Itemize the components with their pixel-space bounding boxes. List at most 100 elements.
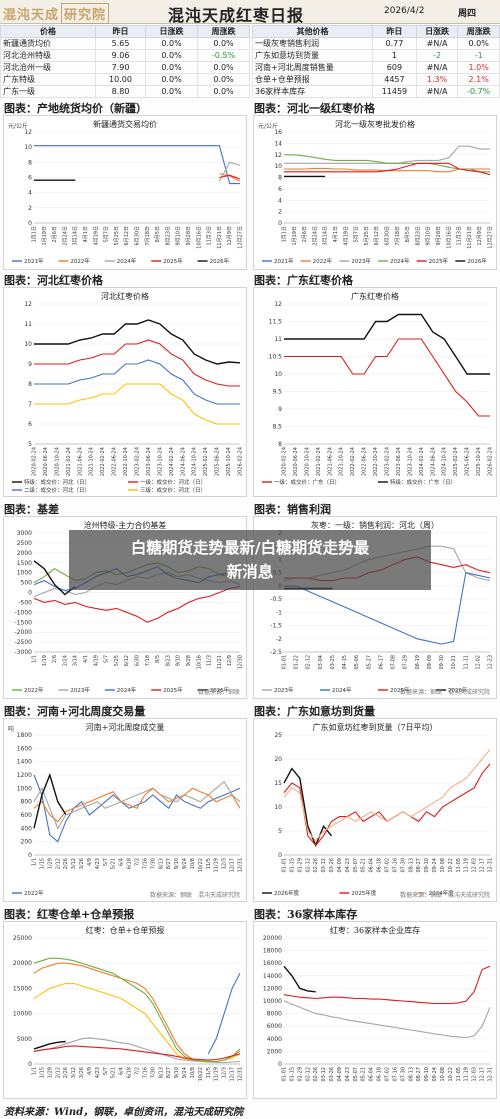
legend-label: 2023年 xyxy=(70,686,90,694)
x-tick-label: 5/7 xyxy=(103,858,109,866)
x-tick-label: 8月23日 xyxy=(165,226,171,246)
y-tick-label: 5 xyxy=(278,828,282,835)
section-title-6: 图表：销售利润 xyxy=(254,503,331,516)
table-cell: 8.80 xyxy=(94,85,147,98)
x-tick-label: 11/5 xyxy=(206,1067,212,1078)
legend-label: 2025年 xyxy=(390,686,410,694)
x-tick-label: 11/19 xyxy=(214,1067,220,1081)
y-tick-label: 10 xyxy=(24,341,32,348)
x-tick-label: 2/26 xyxy=(63,1067,69,1078)
y-tick-label: 16 xyxy=(274,129,282,136)
x-tick-label: 10-22 xyxy=(448,858,454,873)
legend-label: 2024年 xyxy=(117,686,137,694)
series-line xyxy=(283,965,491,1005)
x-tick-label: 2023-10-24 xyxy=(157,447,163,476)
y-tick-label: 0 xyxy=(278,220,282,227)
y-tick-label: 7 xyxy=(28,401,32,408)
series-line xyxy=(33,787,241,823)
table-cell: 河北沧州一级 xyxy=(0,61,96,74)
y-tick-label: 14000 xyxy=(263,973,282,980)
y-tick-label: 12000 xyxy=(263,985,282,992)
x-tick-label: 12/31 xyxy=(238,1067,244,1081)
x-tick-label: 02-26 xyxy=(313,1067,319,1082)
x-tick-label: 8/13 xyxy=(158,1067,164,1078)
y-tick-label: 16000 xyxy=(263,960,282,967)
x-tick-label: 04-09 xyxy=(337,1067,343,1082)
y-tick-label: 12 xyxy=(24,301,32,308)
chart-title: 河南+河北周度成交量 xyxy=(85,723,165,732)
x-tick-label: 3/26 xyxy=(79,1067,85,1078)
x-tick-label: 1/1 xyxy=(32,655,38,663)
y-tick-label: 10000 xyxy=(263,998,282,1005)
y-tick-label: 800 xyxy=(21,799,33,806)
x-tick-label: 2022-06-24 xyxy=(112,447,118,476)
table-header-row: 价格 昨日 日涨跌 周涨跌 xyxy=(0,25,250,38)
y-tick-label: 10.5 xyxy=(269,354,283,361)
y-tick-label: -2.5 xyxy=(270,649,282,656)
x-tick-label: 08-13 xyxy=(408,1067,414,1082)
x-tick-label: 01-29 xyxy=(297,1067,303,1082)
x-tick-label: 03-12 xyxy=(321,858,327,873)
y-tick-label: 10 xyxy=(274,371,282,378)
x-tick-label: 11-19 xyxy=(464,1067,470,1082)
x-tick-label: 12月9日 xyxy=(477,226,483,246)
chart-title: 广东红枣价格 xyxy=(351,292,399,301)
y-axis-label: 元/公斤 xyxy=(258,122,278,130)
x-tick-label: 02-12 xyxy=(305,1067,311,1082)
table-cell: 0.0% xyxy=(197,73,250,86)
chart-title: 河北红枣价格 xyxy=(101,292,149,301)
x-tick-label: 6月12日 xyxy=(124,226,130,246)
y-tick-label: -0.5 xyxy=(270,596,282,603)
series-line xyxy=(283,763,491,847)
x-tick-label: 01-01 xyxy=(282,1067,288,1082)
x-tick-label: 2020-02-24 xyxy=(32,447,38,476)
legend-label: 三级：成交价：河北（日） xyxy=(140,486,206,494)
brand-logo: 混沌天成 研究院 xyxy=(3,3,113,24)
chart-svg: 元/公斤 0 2 4 6 8 10 12 1月1日 1月19日 2月6日 2月24日 3月14日 4月1日… xyxy=(8,122,244,265)
x-tick-label: 7月18日 xyxy=(395,226,401,246)
series-line xyxy=(284,572,491,645)
x-tick-label: 6/30 xyxy=(135,655,141,666)
x-tick-label: 9月10日 xyxy=(176,226,182,246)
x-tick-label: 5月25日 xyxy=(364,226,370,246)
x-tick-label: 2022-06-24 xyxy=(362,447,368,476)
y-tick-label: 8 xyxy=(278,441,282,448)
x-tick-label: 5/21 xyxy=(111,858,117,869)
chart-title: 灰枣：一级：销售利润：河北（周） xyxy=(311,521,439,530)
x-tick-label: 2023-02-24 xyxy=(135,447,141,476)
y-tick-label: 1200 xyxy=(17,772,32,779)
table-cell: 2.1% xyxy=(457,73,500,86)
x-tick-label: 7/2 xyxy=(135,858,141,866)
x-tick-label: 06-18 xyxy=(377,1067,383,1082)
legend-label: 一级：成交价：河北（日） xyxy=(140,478,206,486)
series-line xyxy=(34,359,240,405)
report-footer: 资料来源：Wind，钢联，卓创资讯，混沌天成研究院 xyxy=(4,1107,244,1118)
table-cell: 河北沧州特级 xyxy=(0,49,96,62)
x-tick-label: 05-21 xyxy=(361,858,367,873)
x-tick-label: 10月16日 xyxy=(196,226,202,249)
series-line xyxy=(284,162,491,176)
headline-overlay: 白糖期货走势最新/白糖期货走势最 新消息 xyxy=(69,530,431,590)
y-tick-label: 18000 xyxy=(263,948,282,955)
x-tick-label: 6/18 xyxy=(127,858,133,869)
report-date: 2026/4/2 xyxy=(384,6,425,16)
y-tick-label: 9.5 xyxy=(272,389,282,396)
x-tick-label: 7/16 xyxy=(142,858,148,869)
x-tick-label: 01-01 xyxy=(282,655,288,670)
y-tick-label: 8.5 xyxy=(272,424,282,431)
x-tick-label: 05-21 xyxy=(361,1067,367,1082)
table-cell: -0.5% xyxy=(197,49,250,62)
x-tick-label: 2025-02-24 xyxy=(453,447,459,476)
y-axis-label: 元/公斤 xyxy=(8,122,28,130)
x-tick-label: 07-02 xyxy=(385,858,391,873)
chart-title: 红枣：36家样本企业库存 xyxy=(329,926,421,935)
table-cell: 1 xyxy=(372,49,417,62)
chart-panel-c2: 河北一级灰枣批发价格 元/公斤 0 2 4 6 8 10 12 14 16 1月1日 1月19日 2月6日… xyxy=(253,115,497,270)
x-tick-label: 2021-10-24 xyxy=(89,447,95,476)
x-tick-label: 10/8 xyxy=(190,1067,196,1078)
x-tick-label: 07-29 xyxy=(403,655,409,670)
legend-label: 2025年度 xyxy=(351,889,376,897)
y-tick-label: 9 xyxy=(278,406,282,413)
y-tick-label: 0 xyxy=(28,852,32,859)
x-tick-label: 11-19 xyxy=(464,858,470,873)
